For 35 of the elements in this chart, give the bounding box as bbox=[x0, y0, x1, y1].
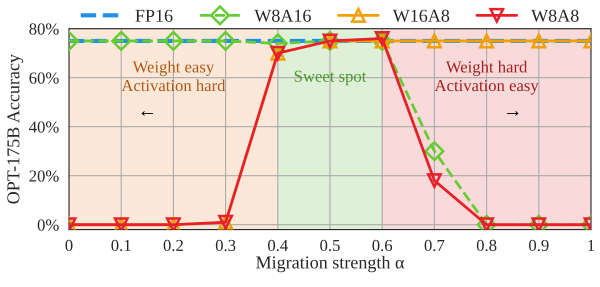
point bbox=[479, 33, 494, 48]
y-tick-label: 40% bbox=[29, 121, 59, 133]
band-label: Weight easy Activation hard bbox=[121, 60, 226, 92]
x-tick-label: 0.4 bbox=[268, 240, 288, 252]
y-tick-label: 80% bbox=[29, 23, 59, 35]
y-tick-label: 0% bbox=[38, 219, 59, 231]
y-tick-label: 60% bbox=[29, 72, 59, 84]
point bbox=[216, 30, 236, 52]
x-tick-label: 0.5 bbox=[320, 240, 340, 252]
x-tick-label: 0.7 bbox=[424, 240, 444, 252]
band-label: Sweet spot bbox=[294, 70, 366, 86]
legend-label: W8A16 bbox=[254, 10, 311, 22]
x-tick-label: 0.2 bbox=[164, 240, 183, 252]
point bbox=[163, 30, 184, 52]
point bbox=[426, 33, 442, 48]
legend-label: W16A8 bbox=[392, 10, 450, 22]
y-tick-label: 20% bbox=[29, 170, 59, 182]
x-tick-label: 0.8 bbox=[476, 240, 496, 252]
annotation: → bbox=[506, 111, 518, 116]
x-tick-label: 0.6 bbox=[372, 240, 392, 252]
x-tick-label: 0.9 bbox=[529, 240, 549, 252]
x-tick-label: 1 bbox=[588, 240, 594, 251]
x-axis-title: Migration strength α bbox=[256, 256, 404, 272]
annotation: ← bbox=[142, 111, 154, 116]
legend-label: W8A8 bbox=[531, 10, 579, 22]
x-tick-label: 0.3 bbox=[216, 240, 236, 252]
point bbox=[424, 141, 444, 162]
point bbox=[426, 173, 442, 188]
x-tick-label: 0 bbox=[65, 240, 73, 252]
legend-label: FP16 bbox=[135, 10, 173, 22]
x-tick-label: 0.1 bbox=[111, 240, 131, 252]
band-label: Weight hard Activation easy bbox=[434, 60, 539, 95]
point bbox=[531, 33, 546, 48]
y-axis-title: OPT-175B Accuracy bbox=[7, 54, 24, 204]
point bbox=[111, 30, 132, 52]
